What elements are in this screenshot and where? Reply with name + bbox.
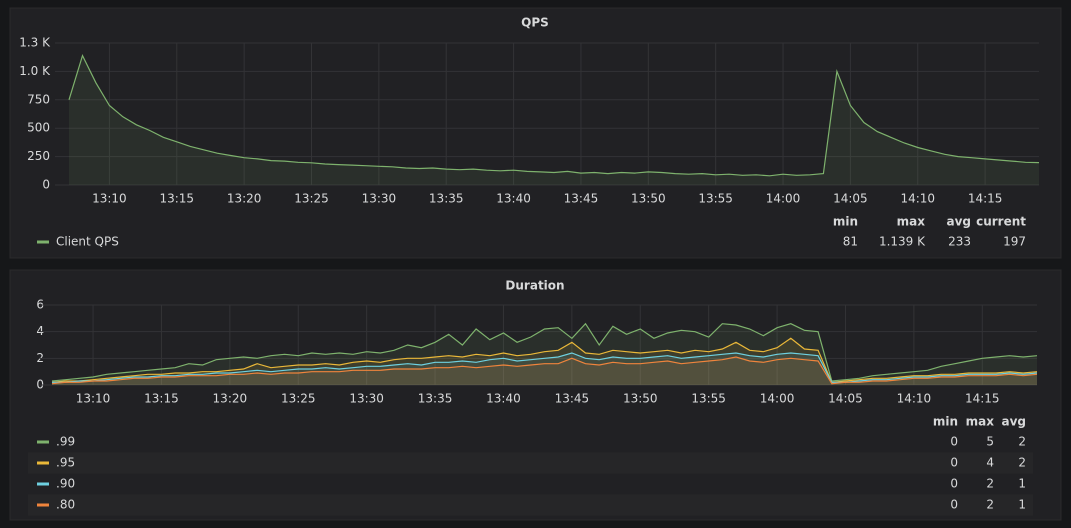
legend-swatch xyxy=(37,440,49,444)
legend-value: 1 xyxy=(1018,498,1026,512)
x-tick-label: 13:40 xyxy=(486,392,521,406)
legend-value: 81 xyxy=(843,235,858,249)
y-tick-label: 750 xyxy=(27,92,50,106)
legend-row-stripe xyxy=(28,494,1033,516)
panel-title: Duration xyxy=(505,279,564,293)
series-line xyxy=(51,322,1038,382)
legend-value: 0 xyxy=(950,435,958,449)
x-tick-label: 14:00 xyxy=(760,392,795,406)
panel xyxy=(9,269,1062,521)
series-area xyxy=(69,55,1039,185)
x-tick-label: 14:10 xyxy=(897,392,932,406)
panel-title: QPS xyxy=(521,16,549,30)
x-tick-label: 13:55 xyxy=(698,192,733,206)
legend-header: min xyxy=(933,415,958,429)
panel xyxy=(9,7,1062,259)
x-tick-label: 14:15 xyxy=(965,392,1000,406)
x-tick-label: 13:55 xyxy=(691,392,726,406)
legend-value: 1 xyxy=(1018,477,1026,491)
x-tick-label: 13:30 xyxy=(349,392,384,406)
x-tick-label: 13:10 xyxy=(92,192,127,206)
series-line xyxy=(52,352,1038,383)
x-tick-label: 13:25 xyxy=(281,392,316,406)
legend-swatch xyxy=(37,503,49,507)
x-tick-label: 13:45 xyxy=(564,192,599,206)
x-tick-label: 13:15 xyxy=(159,192,194,206)
x-tick-label: 13:15 xyxy=(144,392,179,406)
legend-label: .90 xyxy=(56,477,75,491)
legend-value: 0 xyxy=(950,456,958,470)
series-area xyxy=(52,353,1037,385)
y-tick-label: 1.3 K xyxy=(19,36,51,50)
legend-label: .95 xyxy=(56,456,75,470)
x-tick-label: 13:35 xyxy=(429,192,464,206)
x-tick-label: 13:20 xyxy=(213,392,248,406)
legend-value: 2 xyxy=(986,477,994,491)
y-tick-label: 0 xyxy=(42,178,50,192)
series-line xyxy=(51,337,1038,383)
legend-value: 2 xyxy=(1018,456,1026,470)
x-tick-label: 13:50 xyxy=(623,392,658,406)
legend-header: current xyxy=(976,215,1026,229)
x-tick-label: 14:00 xyxy=(766,192,801,206)
legend-header: max xyxy=(897,215,926,229)
legend-value: 2 xyxy=(1018,435,1026,449)
legend-value: 197 xyxy=(1003,235,1026,249)
legend-row-stripe xyxy=(28,452,1033,474)
legend-header: min xyxy=(833,215,858,229)
legend-value: 0 xyxy=(950,498,958,512)
x-tick-label: 13:30 xyxy=(362,192,397,206)
legend-value: 233 xyxy=(948,235,971,249)
legend-value: 1.139 K xyxy=(879,235,926,249)
legend-swatch xyxy=(37,240,49,244)
x-tick-label: 14:15 xyxy=(968,192,1003,206)
legend-header: max xyxy=(966,415,995,429)
y-tick-label: 500 xyxy=(27,121,50,135)
legend-value: 0 xyxy=(950,477,958,491)
legend-value: 5 xyxy=(986,435,994,449)
x-tick-label: 13:35 xyxy=(418,392,453,406)
x-tick-label: 13:45 xyxy=(555,392,590,406)
x-tick-label: 13:40 xyxy=(496,192,531,206)
y-tick-label: 250 xyxy=(27,149,50,163)
legend-label: .99 xyxy=(56,435,75,449)
legend-header: avg xyxy=(1001,415,1026,429)
x-tick-label: 13:10 xyxy=(76,392,111,406)
legend-label: .80 xyxy=(56,498,75,512)
x-tick-label: 13:20 xyxy=(227,192,262,206)
series-line xyxy=(68,53,1040,177)
legend-value: 2 xyxy=(986,498,994,512)
legend-label: Client QPS xyxy=(56,235,119,249)
series-area xyxy=(52,357,1037,385)
y-tick-label: 1.0 K xyxy=(19,64,51,78)
x-tick-label: 14:05 xyxy=(828,392,863,406)
x-tick-label: 14:10 xyxy=(900,192,935,206)
series-line xyxy=(51,356,1038,385)
legend-value: 4 xyxy=(986,456,994,470)
x-tick-label: 14:05 xyxy=(833,192,868,206)
legend-header: avg xyxy=(946,215,971,229)
legend-swatch xyxy=(37,482,49,486)
x-tick-label: 13:25 xyxy=(294,192,329,206)
legend-swatch xyxy=(37,461,49,465)
x-tick-label: 13:50 xyxy=(631,192,666,206)
